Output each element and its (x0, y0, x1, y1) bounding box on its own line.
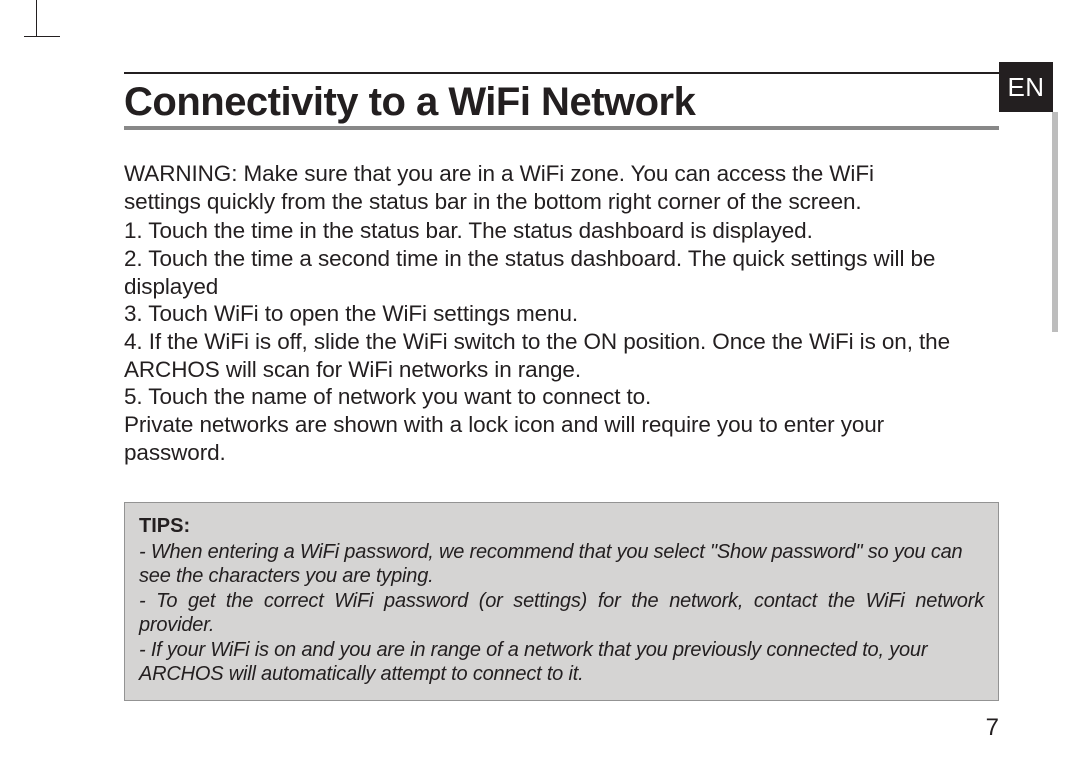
page-title: Connectivity to a WiFi Network (124, 80, 999, 124)
page-number: 7 (986, 714, 999, 742)
tip-1-line-a: - When entering a WiFi password, we reco… (139, 540, 984, 564)
tip-2: - To get the correct WiFi password (or s… (139, 589, 984, 638)
crop-mark-horizontal (24, 36, 60, 37)
warning-line-2: settings quickly from the status bar in … (124, 189, 862, 214)
step-2-line-b: displayed (124, 273, 999, 301)
title-rule-top (124, 72, 999, 74)
private-note-line-a: Private networks are shown with a lock i… (124, 411, 999, 439)
step-2-line-a: 2. Touch the time a second time in the s… (124, 245, 999, 273)
step-3: 3. Touch WiFi to open the WiFi settings … (124, 300, 999, 328)
tips-heading: TIPS: (139, 515, 984, 538)
steps-list: 1. Touch the time in the status bar. The… (124, 217, 999, 466)
step-4-line-a: 4. If the WiFi is off, slide the WiFi sw… (124, 328, 999, 356)
warning-text: WARNING: Make sure that you are in a WiF… (124, 160, 999, 215)
private-note-line-b: password. (124, 439, 999, 467)
manual-page: EN Connectivity to a WiFi Network WARNIN… (0, 0, 1080, 784)
tip-3-line-a: - If your WiFi is on and you are in rang… (139, 638, 984, 662)
language-badge: EN (999, 62, 1053, 112)
step-1: 1. Touch the time in the status bar. The… (124, 217, 999, 245)
body-content: WARNING: Make sure that you are in a WiF… (124, 160, 999, 466)
tip-1-line-b: see the characters you are typing. (139, 564, 984, 588)
step-5: 5. Touch the name of network you want to… (124, 383, 999, 411)
crop-mark-vertical (24, 0, 37, 36)
page-edge-shadow (1052, 112, 1058, 332)
tips-box: TIPS: - When entering a WiFi password, w… (124, 502, 999, 701)
title-rule-bottom (124, 126, 999, 130)
tip-3-line-b: ARCHOS will automatically attempt to con… (139, 662, 984, 686)
tips-body: - When entering a WiFi password, we reco… (139, 540, 984, 686)
step-4-line-b: ARCHOS will scan for WiFi networks in ra… (124, 356, 999, 384)
warning-line-1: WARNING: Make sure that you are in a WiF… (124, 161, 874, 186)
title-block: Connectivity to a WiFi Network (124, 72, 999, 130)
